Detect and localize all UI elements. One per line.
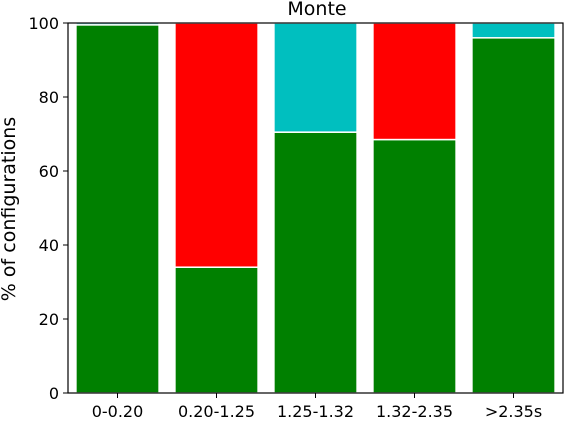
y-tick-label: 0 (49, 384, 59, 403)
x-ticks-layer: 0-0.20 0.20-1.25 1.25-1.32 1.32-2.35 >2.35s (92, 393, 542, 421)
bar-segment (75, 24, 160, 394)
bar-segment (471, 37, 556, 394)
bar-segment (471, 22, 556, 39)
bar-segment (372, 138, 457, 394)
bar-segment (174, 266, 259, 394)
y-tick-label: 40 (39, 236, 59, 255)
bar-segment (273, 131, 358, 394)
x-tick-label: 1.32-2.35 (376, 402, 453, 421)
bar-segment (273, 22, 358, 133)
x-tick-label: 0.20-1.25 (178, 402, 255, 421)
y-tick-label: 80 (39, 88, 59, 107)
x-tick-label: >2.35s (485, 402, 542, 421)
x-tick-label: 0-0.20 (92, 402, 144, 421)
y-axis-label: % of configurations (0, 117, 20, 301)
bars-layer (75, 22, 556, 394)
x-tick-label: 1.25-1.32 (277, 402, 354, 421)
bar-segment (174, 22, 259, 268)
y-ticks-layer: 0 20 40 60 80 100 (28, 14, 68, 403)
y-tick-label: 60 (39, 162, 59, 181)
y-tick-label: 100 (28, 14, 59, 33)
bar-segment (372, 22, 457, 141)
chart-title: Monte (287, 0, 346, 20)
y-tick-label: 20 (39, 310, 59, 329)
